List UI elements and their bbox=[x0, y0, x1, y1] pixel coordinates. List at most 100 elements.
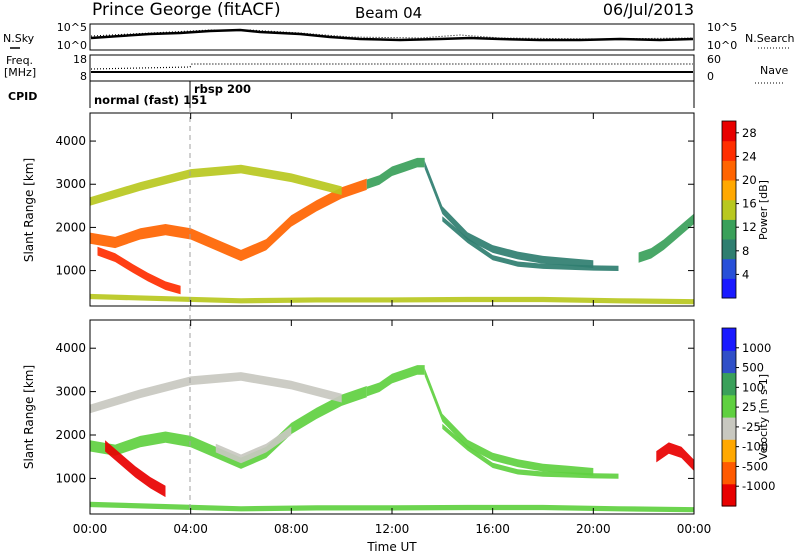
power-colorbar-swatch bbox=[722, 160, 736, 181]
freq-panel: Freq. [MHz] 18 8 60 0 Nave bbox=[4, 53, 788, 84]
velocity-band bbox=[366, 365, 425, 397]
x-tick-label: 00:00 bbox=[677, 522, 712, 536]
power-band bbox=[638, 213, 694, 263]
power-colorbar-label: Power [dB] bbox=[757, 180, 770, 240]
power-band bbox=[90, 178, 367, 262]
velocity-ytick-label: 1000 bbox=[55, 471, 86, 485]
power-ytick-label: 1000 bbox=[55, 264, 86, 278]
power-colorbar-swatch bbox=[722, 278, 736, 299]
velocity-colorbar-tick-label: -1000 bbox=[742, 479, 775, 493]
velocity-colorbar-tick-label: -100 bbox=[742, 440, 768, 454]
velocity-colorbar-swatch bbox=[722, 372, 736, 396]
x-tick-label: 16:00 bbox=[475, 522, 510, 536]
power-ytick-label: 2000 bbox=[55, 220, 86, 234]
power-band bbox=[424, 160, 594, 268]
nsky-tick-top-right: 10^5 bbox=[707, 21, 737, 34]
velocity-ytick-label: 4000 bbox=[55, 341, 86, 355]
nsky-panel: N.Sky 10^5 10^0 10^5 10^0 N.Search bbox=[3, 21, 795, 52]
power-colorbar-swatch bbox=[722, 121, 736, 142]
velocity-colorbar-tick-label: -25 bbox=[742, 420, 761, 434]
nsearch-trace bbox=[90, 29, 694, 40]
nave-tick-bottom: 0 bbox=[707, 70, 714, 83]
beam-title: Beam 04 bbox=[355, 4, 422, 22]
velocity-colorbar-tick-label: -500 bbox=[742, 459, 768, 473]
velocity-colorbar-tick-label: 1000 bbox=[742, 341, 771, 355]
velocity-colorbar-label: Velocity [m s-1] bbox=[757, 374, 770, 460]
velocity-colorbar-tick-label: 100 bbox=[742, 380, 764, 394]
power-panel: Slant Range [km] 1000 2000 3000 4000 bbox=[22, 112, 695, 307]
velocity-colorbar-tick-label: 25 bbox=[742, 400, 757, 414]
power-colorbar-swatch bbox=[722, 180, 736, 201]
freq-frame bbox=[89, 54, 695, 82]
velocity-band bbox=[90, 372, 342, 414]
power-band bbox=[97, 246, 181, 295]
cpid-segment-normal: normal (fast) 151 bbox=[94, 93, 207, 107]
velocity-colorbar-frame bbox=[721, 327, 737, 507]
date-title: 06/Jul/2013 bbox=[603, 0, 694, 19]
power-band bbox=[366, 157, 425, 189]
velocity-ylabel: Slant Range [km] bbox=[22, 365, 36, 469]
velocity-band bbox=[656, 442, 694, 471]
power-band bbox=[90, 293, 694, 305]
nsky-tick-bottom-left: 10^0 bbox=[57, 39, 87, 52]
velocity-colorbar-tick-label: 500 bbox=[742, 361, 764, 375]
freq-tick-bottom: 8 bbox=[80, 70, 87, 83]
x-tick-label: 04:00 bbox=[173, 522, 208, 536]
velocity-ytick-label: 2000 bbox=[55, 428, 86, 442]
power-ytick-label: 3000 bbox=[55, 177, 86, 191]
velocity-band bbox=[90, 501, 694, 513]
velocity-colorbar-swatch bbox=[722, 328, 736, 351]
power-colorbar-tick-label: 4 bbox=[742, 267, 749, 281]
velocity-colorbar: 1000 500 100 25 -25 -100 -500 -1000 bbox=[721, 327, 775, 507]
x-tick-label: 20:00 bbox=[576, 522, 611, 536]
power-colorbar-tick-label: 16 bbox=[742, 197, 757, 211]
nsky-tick-top-left: 10^5 bbox=[57, 21, 87, 34]
freq-unit: [MHz] bbox=[4, 66, 36, 79]
x-tick-label: 08:00 bbox=[274, 522, 309, 536]
cpid-label: CPID bbox=[8, 90, 37, 103]
power-colorbar-swatch bbox=[722, 258, 736, 279]
velocity-colorbar-swatch bbox=[722, 417, 736, 440]
power-band bbox=[90, 164, 342, 206]
cpid-segment-rbsp: rbsp 200 bbox=[194, 82, 251, 96]
velocity-colorbar-swatch bbox=[722, 439, 736, 463]
power-colorbar-tick-label: 8 bbox=[742, 244, 749, 258]
velocity-yticks: 1000 2000 3000 4000 bbox=[55, 341, 694, 485]
nsky-label: N.Sky bbox=[3, 32, 35, 45]
velocity-colorbar-swatch bbox=[722, 461, 736, 485]
nsky-tick-bottom-right: 10^0 bbox=[707, 39, 737, 52]
power-colorbar: 4 8 12 16 20 24 28 bbox=[721, 120, 757, 299]
power-colorbar-tick-label: 28 bbox=[742, 126, 757, 140]
power-colorbar-tick-label: 12 bbox=[742, 220, 757, 234]
velocity-frame bbox=[89, 319, 695, 515]
power-ylabel: Slant Range [km] bbox=[22, 158, 36, 262]
velocity-band bbox=[215, 426, 292, 464]
velocity-panel: Slant Range [km] 1000 2000 3000 4000 bbox=[22, 319, 695, 515]
velocity-colorbar-swatch bbox=[722, 483, 736, 507]
power-colorbar-swatch bbox=[722, 239, 736, 260]
nave-label: Nave bbox=[760, 64, 788, 77]
velocity-band bbox=[424, 368, 594, 476]
power-colorbar-frame bbox=[721, 120, 737, 299]
x-axis-title: Time UT bbox=[366, 540, 417, 554]
power-colorbar-tick-label: 20 bbox=[742, 173, 757, 187]
power-colorbar-swatch bbox=[722, 140, 736, 161]
x-axis-ticks: 00:00 04:00 08:00 12:00 16:00 20:00 00:00 bbox=[73, 113, 712, 536]
cpid-panel: CPID normal (fast) 151 rbsp 200 bbox=[8, 81, 695, 108]
freq-label: Freq. bbox=[6, 54, 33, 67]
power-ytick-label: 4000 bbox=[55, 134, 86, 148]
power-yticks: 1000 2000 3000 4000 bbox=[55, 134, 694, 278]
x-tick-label: 12:00 bbox=[375, 522, 410, 536]
nave-trace bbox=[90, 63, 693, 70]
station-title: Prince George (fitACF) bbox=[92, 0, 281, 20]
nsky-trace bbox=[90, 28, 694, 42]
power-frame bbox=[89, 112, 695, 307]
power-colorbar-swatch bbox=[722, 199, 736, 220]
power-colorbar-swatch bbox=[722, 219, 736, 240]
power-data bbox=[90, 157, 694, 305]
velocity-data bbox=[90, 365, 694, 513]
nave-tick-top: 60 bbox=[707, 53, 721, 66]
power-colorbar-tick-label: 24 bbox=[742, 149, 757, 163]
nsky-frame bbox=[89, 23, 695, 51]
